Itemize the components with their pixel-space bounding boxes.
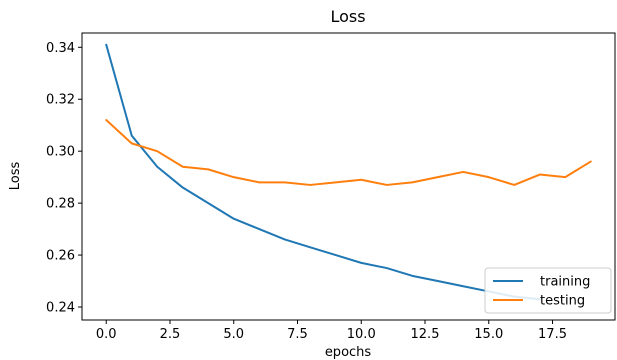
y-tick-label: 0.30 — [46, 145, 75, 160]
x-axis-label: epochs — [325, 345, 372, 360]
y-tick-label: 0.32 — [46, 93, 75, 108]
series-layer — [105, 43, 592, 301]
x-tick-label: 12.5 — [411, 327, 440, 342]
y-axis-label: Loss — [8, 162, 23, 191]
legend-box — [484, 267, 612, 314]
x-axis-ticks: 0.0 2.5 5.0 7.5 10.0 12.5 15.0 17.5 — [96, 320, 567, 342]
y-axis-ticks: 0.24 0.26 0.28 0.30 0.32 0.34 — [46, 41, 82, 316]
legend-label-training: training — [540, 275, 590, 290]
legend: training testing — [484, 267, 612, 314]
y-tick-label: 0.24 — [46, 301, 75, 316]
x-tick-label: 5.0 — [223, 327, 244, 342]
chart-title: Loss — [330, 7, 365, 26]
y-tick-label: 0.28 — [46, 197, 75, 212]
series-line-training — [105, 43, 541, 301]
x-tick-label: 0.0 — [96, 327, 117, 342]
y-tick-label: 0.34 — [46, 41, 75, 56]
y-tick-label: 0.26 — [46, 249, 75, 264]
x-tick-label: 15.0 — [474, 327, 503, 342]
x-tick-label: 17.5 — [538, 327, 567, 342]
plot-area-frame — [81, 32, 616, 321]
x-tick-label: 7.5 — [287, 327, 308, 342]
series-line-testing — [105, 119, 592, 186]
legend-label-testing: testing — [540, 294, 585, 309]
x-tick-label: 10.0 — [347, 327, 376, 342]
x-tick-label: 2.5 — [160, 327, 181, 342]
